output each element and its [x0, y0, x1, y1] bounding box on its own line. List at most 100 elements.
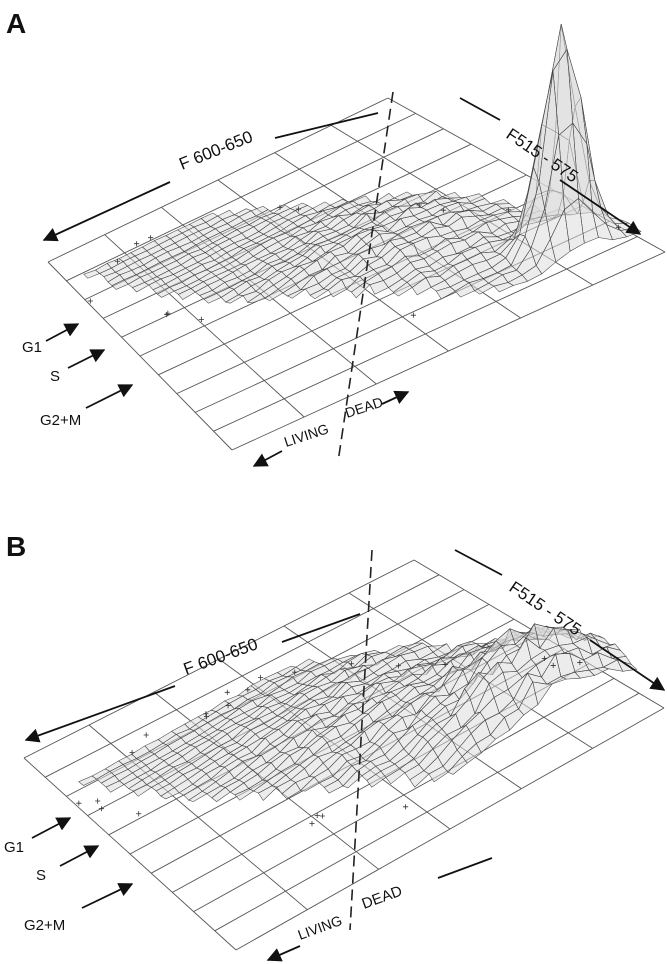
- dead-rule: [437, 857, 493, 879]
- panel-a: A F 600-650 F515 - 575 G1 S G2+M LIVING …: [6, 8, 666, 467]
- axis-short-arrow-top: [454, 549, 503, 576]
- phase-arrow-g2m: [81, 883, 134, 909]
- surface-cell: [299, 776, 320, 792]
- surface-cell: [246, 293, 266, 304]
- surface-cell: [409, 770, 430, 788]
- scatter-mark: [203, 713, 210, 720]
- scatter-mark: [550, 662, 556, 669]
- living-label: LIVING: [282, 420, 331, 449]
- surface-cell: [351, 281, 371, 299]
- scatter-mark: [577, 659, 583, 666]
- surface-cell: [224, 294, 244, 304]
- axis-short-arrow-bottom: [559, 179, 642, 235]
- surface-cell: [309, 288, 329, 300]
- phase-label-g2m: G2+M: [24, 917, 65, 934]
- surface-cell: [435, 286, 456, 300]
- dead-label: DEAD: [360, 882, 405, 912]
- surface-cell: [105, 780, 125, 793]
- scatter-mark: [615, 224, 622, 230]
- scatter-mark: [225, 703, 231, 709]
- surface-cell: [323, 779, 344, 794]
- scatter-mark: [164, 311, 170, 318]
- surface-cell: [132, 784, 153, 797]
- scatter-mark: [148, 235, 154, 241]
- scatter-mark: [165, 310, 171, 316]
- surface-cell: [342, 770, 363, 789]
- living-arrow: [252, 450, 283, 467]
- grid-line: [47, 261, 233, 451]
- scatter-mark: [114, 258, 121, 264]
- surface-cell: [327, 279, 347, 298]
- surface-cell: [111, 279, 129, 290]
- surface-cell: [286, 288, 306, 299]
- scatter-mark: [505, 207, 512, 213]
- surface-cell: [160, 787, 180, 800]
- phase-label-s: S: [50, 368, 60, 385]
- dead-label: DEAD: [343, 394, 385, 421]
- surface-cell: [258, 785, 278, 801]
- surface-cell: [493, 282, 515, 293]
- axis-label-f600: F 600-650: [181, 634, 260, 678]
- scatter-mark: [224, 689, 230, 695]
- surface-cell: [234, 788, 255, 801]
- scatter-mark: [292, 669, 298, 675]
- scatter-mark: [95, 798, 101, 804]
- scatter-mark: [198, 316, 204, 322]
- surface-cell: [188, 790, 208, 802]
- scatter-mark: [87, 298, 93, 304]
- surface-cell: [281, 782, 301, 800]
- surface-cell: [411, 277, 432, 296]
- scatter-mark: [245, 687, 251, 693]
- surface-plot: [76, 623, 638, 827]
- phase-arrow-g1: [31, 817, 72, 839]
- phase-label-g1: G1: [22, 339, 42, 356]
- axis-long-arrow-left: [24, 685, 176, 743]
- surface-cell: [428, 765, 449, 783]
- surface-cell: [156, 286, 175, 298]
- surface-cell: [78, 775, 98, 786]
- scatter-mark: [309, 821, 315, 827]
- living-dead-divider: [337, 91, 394, 463]
- surface-cell: [454, 282, 476, 298]
- surface-cell: [203, 293, 222, 304]
- scatter-mark: [440, 207, 446, 213]
- surface-cell: [366, 770, 387, 788]
- phase-label-s: S: [36, 867, 46, 884]
- scatter-mark: [277, 204, 283, 210]
- living-label: LIVING: [296, 912, 345, 943]
- axis-long-arrow-right: [274, 112, 379, 139]
- surface-cell: [177, 288, 196, 300]
- axis-short-arrow-bottom: [589, 639, 666, 691]
- surface-cell: [83, 269, 101, 279]
- scatter-mark: [442, 661, 448, 668]
- surface-cell: [211, 787, 231, 802]
- scatter-mark: [319, 813, 325, 819]
- grid-line: [23, 757, 237, 951]
- scatter-mark: [129, 750, 135, 756]
- scatter-mark: [395, 663, 402, 669]
- phase-label-g1: G1: [4, 839, 24, 856]
- scatter-mark: [76, 800, 82, 806]
- scatter-mark: [348, 661, 355, 667]
- scatter-mark: [295, 206, 302, 212]
- scatter-mark: [541, 655, 548, 662]
- scatter-mark: [257, 674, 264, 681]
- scatter-mark: [402, 804, 409, 810]
- scatter-mark: [410, 312, 416, 318]
- surface-cell: [369, 280, 389, 295]
- phase-arrow-g2m: [85, 384, 134, 409]
- scatter-mark: [136, 811, 142, 817]
- dead-arrow: [381, 390, 410, 405]
- phase-arrow-g1: [45, 323, 80, 342]
- axis-short-arrow-top: [459, 97, 501, 121]
- surface-cell: [490, 199, 511, 205]
- scatter-mark: [314, 812, 320, 818]
- living-arrow: [266, 945, 301, 962]
- scatter-mark: [143, 732, 149, 738]
- scatter-mark: [98, 806, 105, 812]
- surface-cell: [385, 768, 406, 785]
- axis-label-f600: F 600-650: [176, 127, 255, 174]
- phase-label-g2m: G2+M: [40, 412, 81, 429]
- surface-cell: [264, 288, 284, 302]
